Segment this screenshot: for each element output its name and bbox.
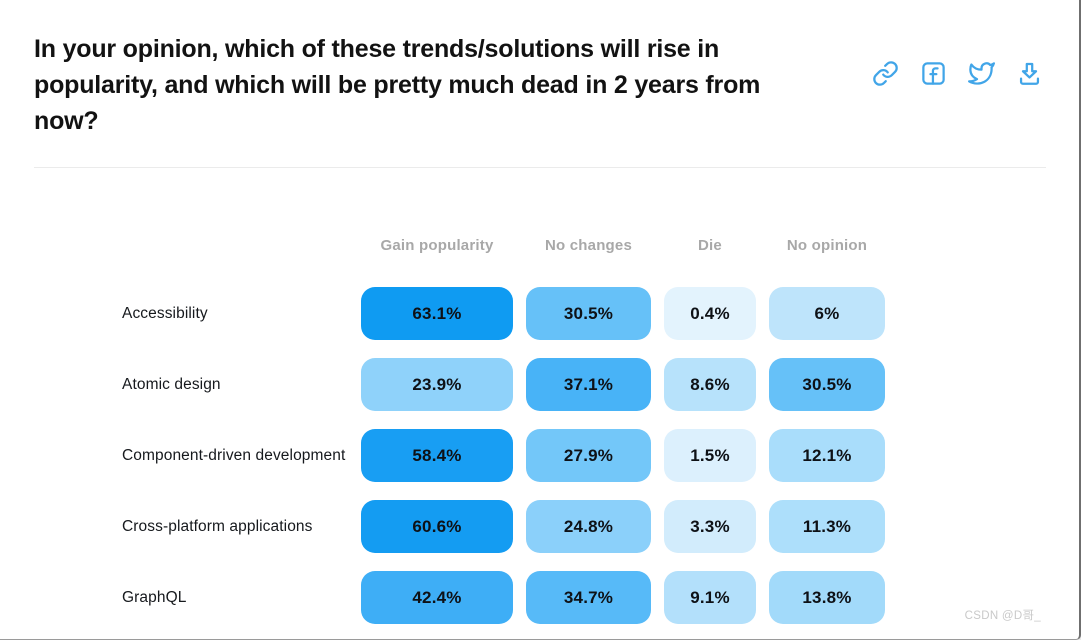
matrix-cell[interactable]: 24.8% xyxy=(526,500,651,553)
heatmap-table: Gain popularity No changes Die No opinio… xyxy=(122,237,1079,624)
row-label: GraphQL xyxy=(122,588,187,606)
column-header-no-changes: No changes xyxy=(544,237,633,254)
matrix-cell[interactable]: 1.5% xyxy=(664,429,756,482)
table-row: Accessibility 63.1% 30.5% 0.4% 6% xyxy=(122,287,1079,340)
row-label: Atomic design xyxy=(122,375,221,393)
matrix-cell[interactable]: 11.3% xyxy=(769,500,885,553)
matrix-cell[interactable]: 58.4% xyxy=(361,429,513,482)
matrix-cell[interactable]: 34.7% xyxy=(526,571,651,624)
facebook-share-button[interactable] xyxy=(920,61,947,88)
twitter-share-button[interactable] xyxy=(968,61,995,88)
matrix-cell[interactable]: 13.8% xyxy=(769,571,885,624)
matrix-cell[interactable]: 27.9% xyxy=(526,429,651,482)
matrix-cell[interactable]: 12.1% xyxy=(769,429,885,482)
matrix-cell[interactable]: 30.5% xyxy=(769,358,885,411)
question-title: In your opinion, which of these trends/s… xyxy=(34,35,761,135)
download-button[interactable] xyxy=(1016,61,1043,88)
download-icon xyxy=(1016,60,1043,90)
twitter-icon xyxy=(968,60,995,90)
copy-link-button[interactable] xyxy=(872,60,899,90)
column-header-no-opinion: No opinion xyxy=(786,237,868,254)
matrix-cell[interactable]: 60.6% xyxy=(361,500,513,553)
table-row: Component-driven development 58.4% 27.9% 1… xyxy=(122,429,1079,482)
divider xyxy=(34,167,1046,168)
row-label: Accessibility xyxy=(122,304,208,322)
matrix-cell[interactable]: 42.4% xyxy=(361,571,513,624)
header: In your opinion, which of these trends/s… xyxy=(0,0,1079,139)
matrix-cell[interactable]: 0.4% xyxy=(664,287,756,340)
link-icon xyxy=(872,60,899,90)
matrix-cell[interactable]: 9.1% xyxy=(664,571,756,624)
matrix-cell[interactable]: 23.9% xyxy=(361,358,513,411)
matrix-cell[interactable]: 37.1% xyxy=(526,358,651,411)
watermark: CSDN @D哥_ xyxy=(964,610,1041,622)
column-header-gain-popularity: Gain popularity xyxy=(380,237,494,254)
table-row: Atomic design 23.9% 37.1% 8.6% 30.5% xyxy=(122,358,1079,411)
facebook-icon xyxy=(920,60,947,90)
matrix-cell[interactable]: 6% xyxy=(769,287,885,340)
column-header-die: Die xyxy=(698,237,722,254)
matrix-cell[interactable]: 30.5% xyxy=(526,287,651,340)
heatmap-body: Accessibility 63.1% 30.5% 0.4% 6% Atomic de… xyxy=(122,287,1079,624)
matrix-cell[interactable]: 3.3% xyxy=(664,500,756,553)
table-row: Cross-platform applications 60.6% 24.8% 3.… xyxy=(122,500,1079,553)
row-label: Component-driven development xyxy=(122,446,346,464)
matrix-cell[interactable]: 8.6% xyxy=(664,358,756,411)
row-label: Cross-platform applications xyxy=(122,517,313,535)
share-toolbar xyxy=(872,60,1043,90)
matrix-cell[interactable]: 63.1% xyxy=(361,287,513,340)
column-header-row: Gain popularity No changes Die No opinio… xyxy=(122,237,1079,254)
table-row: GraphQL 42.4% 34.7% 9.1% 13.8% xyxy=(122,571,1079,624)
